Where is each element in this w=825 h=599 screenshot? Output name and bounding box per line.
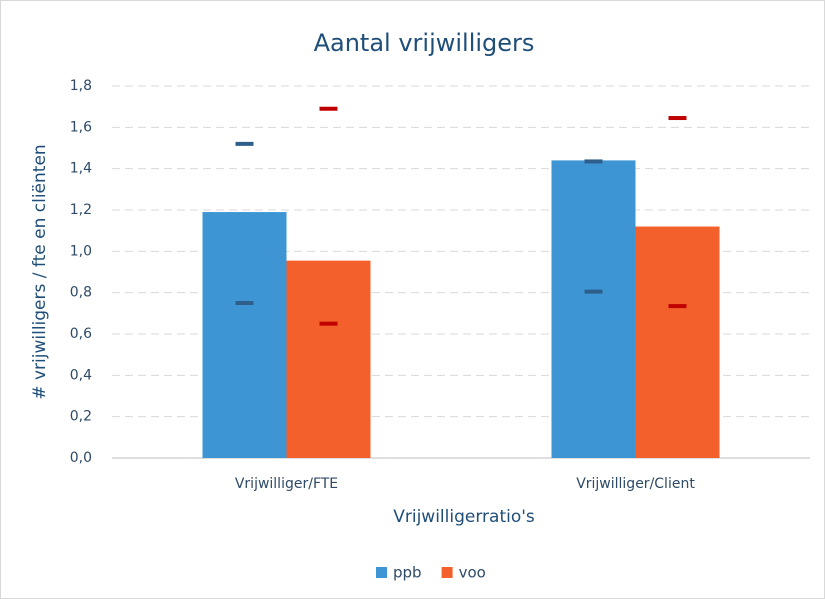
- x-tick-label: Vrijwilliger/Client: [576, 476, 695, 492]
- legend-label: ppb: [393, 564, 422, 582]
- chart-title: Aantal vrijwilligers: [314, 29, 535, 57]
- x-tick-label: Vrijwilliger/FTE: [235, 476, 338, 492]
- range-marker: [584, 159, 603, 164]
- range-marker: [319, 321, 338, 326]
- y-tick-label: 1,2: [70, 202, 92, 218]
- y-tick-label: 1,6: [70, 119, 92, 135]
- range-marker: [319, 106, 338, 111]
- bar: [635, 226, 720, 458]
- bar: [551, 160, 636, 458]
- y-tick-label: 0,6: [70, 326, 92, 342]
- y-tick-label: 0,0: [70, 450, 92, 466]
- bar: [286, 260, 371, 458]
- y-axis-title: # vrijwilligers / fte en cliënten: [30, 144, 50, 399]
- range-marker: [235, 141, 254, 146]
- x-axis-title: Vrijwilligerratio's: [393, 507, 535, 527]
- y-tick-label: 0,8: [70, 285, 92, 301]
- y-tick-label: 1,8: [70, 78, 92, 94]
- bar: [202, 212, 287, 458]
- legend-swatch: [441, 567, 453, 578]
- range-marker: [235, 301, 254, 305]
- legend-label: voo: [459, 564, 486, 582]
- legend-swatch: [376, 567, 387, 578]
- range-marker: [584, 289, 603, 294]
- range-marker: [668, 116, 687, 121]
- y-tick-label: 0,2: [70, 409, 92, 425]
- y-tick-label: 1,0: [70, 243, 92, 259]
- y-tick-label: 1,4: [70, 161, 92, 177]
- range-marker: [668, 304, 687, 309]
- y-tick-label: 0,4: [70, 367, 92, 383]
